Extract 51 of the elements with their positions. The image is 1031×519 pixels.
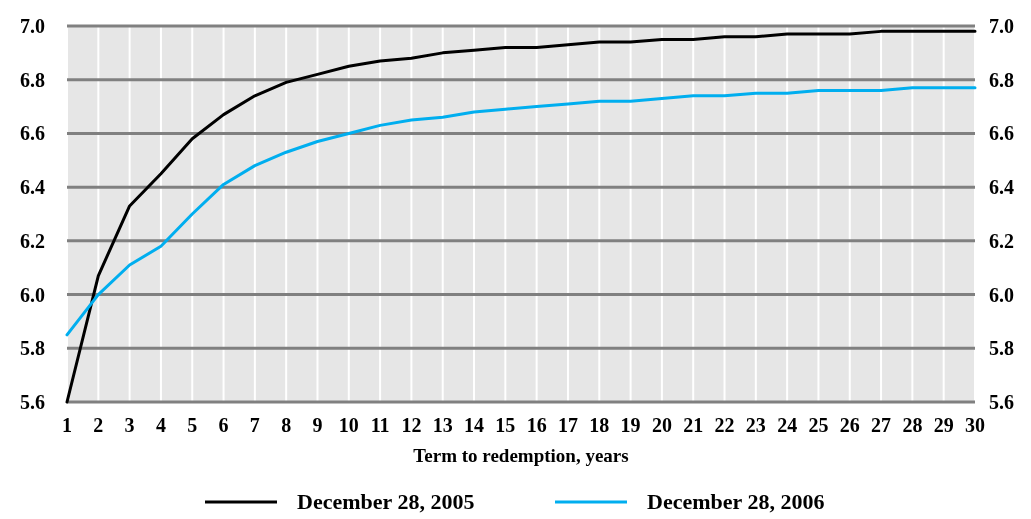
x-tick-label: 3 [124, 414, 135, 436]
y2-tick-label: 6.6 [989, 122, 1014, 145]
y2-tick-label: 5.6 [989, 391, 1014, 413]
x-tick-label: 6 [218, 414, 229, 436]
y-tick-label: 6.8 [20, 68, 45, 91]
x-tick-label: 12 [401, 414, 422, 436]
y-tick-label: 5.6 [20, 391, 45, 413]
x-tick-label: 30 [965, 414, 985, 436]
x-tick-label: 25 [808, 414, 829, 436]
y-tick-label: 6.4 [20, 176, 45, 199]
y-tick-label: 5.8 [20, 337, 45, 360]
y2-tick-label: 6.8 [989, 68, 1014, 91]
x-tick-label: 4 [155, 414, 166, 436]
line-series [65, 86, 977, 337]
x-tick-label: 23 [745, 414, 766, 436]
x-tick-label: 21 [683, 414, 704, 436]
x-tick-label: 11 [370, 414, 390, 436]
y2-tick-label: 7.0 [989, 15, 1014, 37]
x-axis-title: Term to redemption, years [413, 445, 629, 466]
y-tick-label: 6.2 [20, 229, 45, 252]
y-tick-label: 7.0 [20, 15, 45, 37]
x-tick-label: 16 [526, 414, 547, 436]
x-tick-label: 19 [620, 414, 641, 436]
x-tick-label: 26 [839, 414, 860, 436]
x-tick-label: 20 [651, 414, 672, 436]
legend-label: December 28, 2005 [297, 489, 475, 514]
y2-tick-label: 6.2 [989, 229, 1014, 252]
line-series [65, 29, 977, 404]
x-tick-label: 5 [187, 414, 198, 436]
x-tick-label: 27 [871, 414, 892, 436]
x-tick-label: 9 [312, 414, 323, 436]
x-tick-label: 7 [249, 414, 260, 436]
x-tick-label: 10 [338, 414, 359, 436]
y2-tick-label: 6.0 [989, 283, 1014, 306]
legend-label: December 28, 2006 [647, 489, 825, 514]
x-tick-label: 18 [589, 414, 610, 436]
x-tick-label: 22 [714, 414, 735, 436]
y2-tick-label: 5.8 [989, 337, 1014, 360]
y-tick-label: 6.6 [20, 122, 45, 145]
x-tick-label: 1 [62, 414, 72, 436]
y-tick-label: 6.0 [20, 283, 45, 306]
y2-tick-label: 6.4 [989, 176, 1014, 199]
x-tick-label: 24 [777, 414, 798, 436]
x-tick-label: 29 [933, 414, 954, 436]
x-tick-label: 13 [432, 414, 453, 436]
x-tick-label: 14 [464, 414, 485, 436]
x-tick-label: 8 [281, 414, 292, 436]
x-tick-label: 17 [557, 414, 578, 436]
x-tick-label: 2 [93, 414, 104, 436]
x-tick-label: 28 [902, 414, 923, 436]
x-tick-label: 15 [495, 414, 516, 436]
